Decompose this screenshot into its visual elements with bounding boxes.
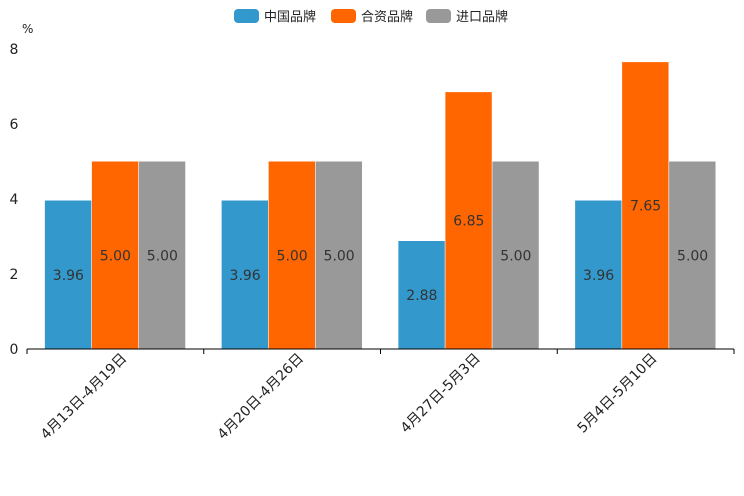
bar-value-label: 3.96 xyxy=(583,268,614,284)
y-tick-label: 8 xyxy=(10,42,19,58)
legend-label[interactable]: 中国品牌 xyxy=(264,9,316,25)
y-tick-label: 2 xyxy=(10,267,19,283)
data-labels: 3.96 5.00 5.00 3.96 5.00 5.00 2.88 6.85 5.00 3.96… xyxy=(53,199,708,304)
bar xyxy=(91,161,139,349)
legend: 中国品牌 合资品牌 进口品牌 xyxy=(234,9,508,25)
bar-value-label: 5.00 xyxy=(100,248,131,264)
bars xyxy=(44,62,716,349)
bar-value-label: 3.96 xyxy=(230,268,261,284)
bar-value-label: 2.88 xyxy=(406,288,437,304)
legend-swatch[interactable] xyxy=(234,9,259,23)
x-axis-labels: 4月13日-4月19日 4月20日-4月26日 4月27日-5月3日 5月4日-5月1… xyxy=(38,351,661,443)
bar-value-label: 5.00 xyxy=(147,248,178,264)
bar xyxy=(622,62,669,349)
y-tick-label: 4 xyxy=(10,192,19,208)
bar-value-label: 3.96 xyxy=(53,268,84,284)
bar xyxy=(398,241,445,349)
x-category-label: 4月27日-5月3日 xyxy=(398,351,484,437)
x-category-label: 5月4日-5月10日 xyxy=(574,351,660,437)
bar xyxy=(445,92,492,349)
y-axis-ticks: 0 2 4 6 8 xyxy=(10,42,19,358)
bar xyxy=(138,161,186,349)
bar-value-label: 5.00 xyxy=(324,248,355,264)
bar xyxy=(315,161,363,349)
legend-swatch[interactable] xyxy=(426,9,451,23)
bar xyxy=(492,161,539,349)
bar-value-label: 5.00 xyxy=(677,248,708,264)
bar xyxy=(44,200,92,349)
y-tick-label: 6 xyxy=(10,117,19,133)
bar xyxy=(221,200,269,349)
y-axis-unit-label: % xyxy=(22,22,33,36)
bar-value-label: 6.85 xyxy=(453,214,484,230)
x-axis-ticks xyxy=(26,349,735,354)
bar-value-label: 5.00 xyxy=(277,248,308,264)
legend-label[interactable]: 进口品牌 xyxy=(456,9,508,25)
x-category-label: 4月20日-4月26日 xyxy=(215,351,307,443)
legend-swatch[interactable] xyxy=(331,9,356,23)
x-category-label: 4月13日-4月19日 xyxy=(38,351,130,443)
y-tick-label: 0 xyxy=(10,342,19,358)
bar xyxy=(669,161,716,349)
bar-value-label: 7.65 xyxy=(630,199,661,215)
bar-value-label: 5.00 xyxy=(500,248,531,264)
bar xyxy=(268,161,316,349)
legend-label[interactable]: 合资品牌 xyxy=(361,9,413,25)
bar xyxy=(575,200,622,349)
